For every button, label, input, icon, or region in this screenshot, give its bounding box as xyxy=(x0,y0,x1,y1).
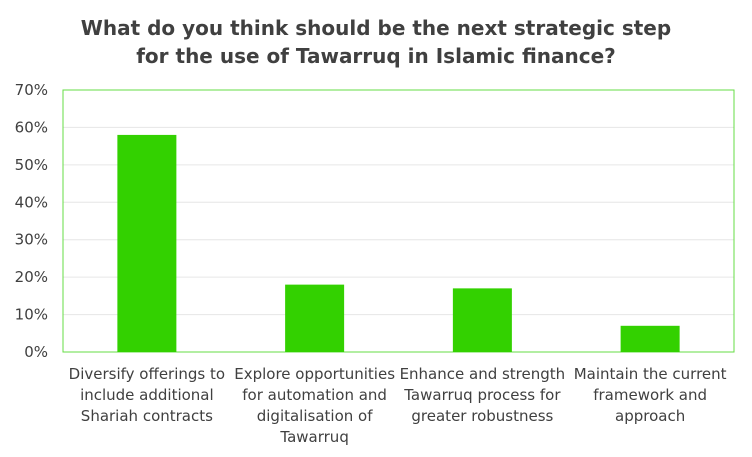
x-tick-label: Tawarruq process for xyxy=(403,386,561,404)
y-tick-label: 70% xyxy=(15,81,48,99)
x-tick-label: Explore opportunities xyxy=(234,365,395,383)
x-tick-label: digitalisation of xyxy=(257,407,373,425)
chart-title: What do you think should be the next str… xyxy=(0,14,752,70)
chart-title-line-2: for the use of Tawarruq in Islamic finan… xyxy=(136,44,616,68)
x-tick-label: approach xyxy=(615,407,685,425)
x-tick-label: greater robustness xyxy=(411,407,553,425)
y-tick-label: 30% xyxy=(15,231,48,249)
y-tick-label: 60% xyxy=(15,118,48,136)
x-tick-label: Enhance and strength xyxy=(400,365,566,383)
y-axis-ticks: 0% 10% 20% 30% 40% 50% 60% 70% xyxy=(15,81,48,361)
x-tick-label: Diversify offerings to xyxy=(69,365,225,383)
x-tick-label: for automation and xyxy=(242,386,387,404)
x-tick-label: Tawarruq xyxy=(279,428,348,446)
y-tick-label: 50% xyxy=(15,156,48,174)
bar xyxy=(620,325,680,352)
y-tick-label: 10% xyxy=(15,306,48,324)
bar xyxy=(285,284,345,352)
x-axis-labels: Diversify offerings to include additional… xyxy=(69,365,727,446)
chart-title-line-1: What do you think should be the next str… xyxy=(80,16,672,40)
x-tick-label: framework and xyxy=(593,386,707,404)
y-tick-label: 0% xyxy=(24,343,48,361)
x-tick-label: Maintain the current xyxy=(574,365,727,383)
x-tick-label: include additional xyxy=(80,386,214,404)
bars xyxy=(117,134,680,352)
y-tick-label: 40% xyxy=(15,193,48,211)
bar xyxy=(117,134,177,352)
y-tick-label: 20% xyxy=(15,268,48,286)
plot-area-frame xyxy=(62,89,735,353)
x-tick-label: Shariah contracts xyxy=(81,407,213,425)
bar xyxy=(452,288,512,352)
